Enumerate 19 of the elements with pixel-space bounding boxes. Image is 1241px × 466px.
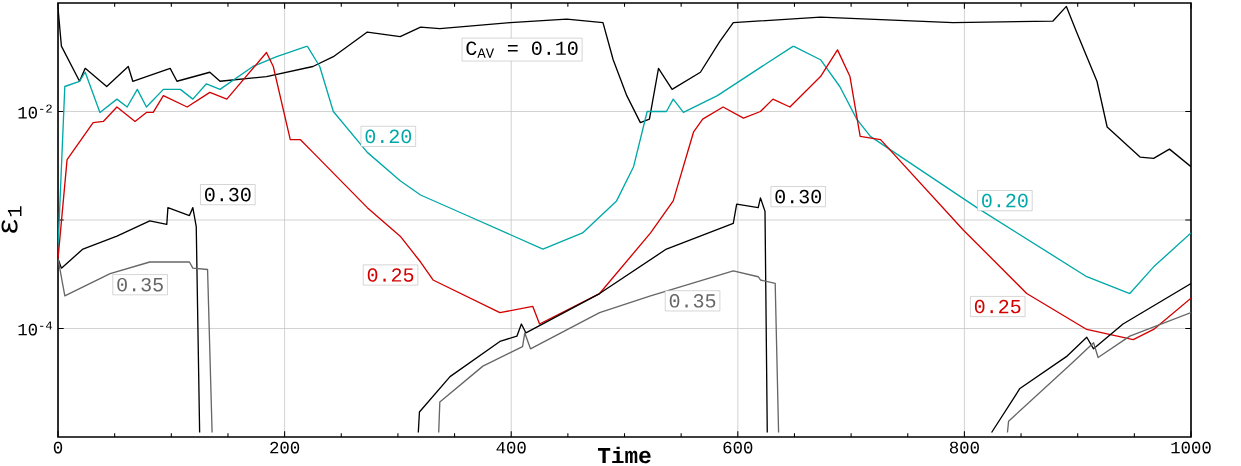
y-tick-label: 10$^{-4}$ [18, 321, 53, 336]
text: 0.20 [365, 129, 412, 144]
x-tick-label: 200 [270, 441, 300, 454]
text: 0.25 [367, 268, 414, 282]
x-tick-label: 1000 [1171, 441, 1211, 454]
series-label: C$_{AV}$ = 0.10 [466, 41, 578, 58]
x-tick-label: 800 [949, 441, 979, 454]
x-tick-label: 400 [496, 441, 526, 454]
x-axis-title: Time [597, 446, 651, 464]
x-tick-label: 600 [723, 441, 753, 454]
x-tick-label: 0 [53, 441, 63, 454]
series-label: 0.35 [669, 294, 716, 308]
y-axis-title: ε$_{1}$ [1, 206, 22, 233]
series-label: 0.20 [982, 193, 1028, 208]
series-label: 0.25 [974, 299, 1021, 314]
text: 0.35 [117, 277, 163, 292]
series-label: 0.30 [775, 189, 821, 204]
text: 0.30 [205, 187, 251, 202]
y-tick-label: 10$^{-2}$ [18, 104, 52, 119]
